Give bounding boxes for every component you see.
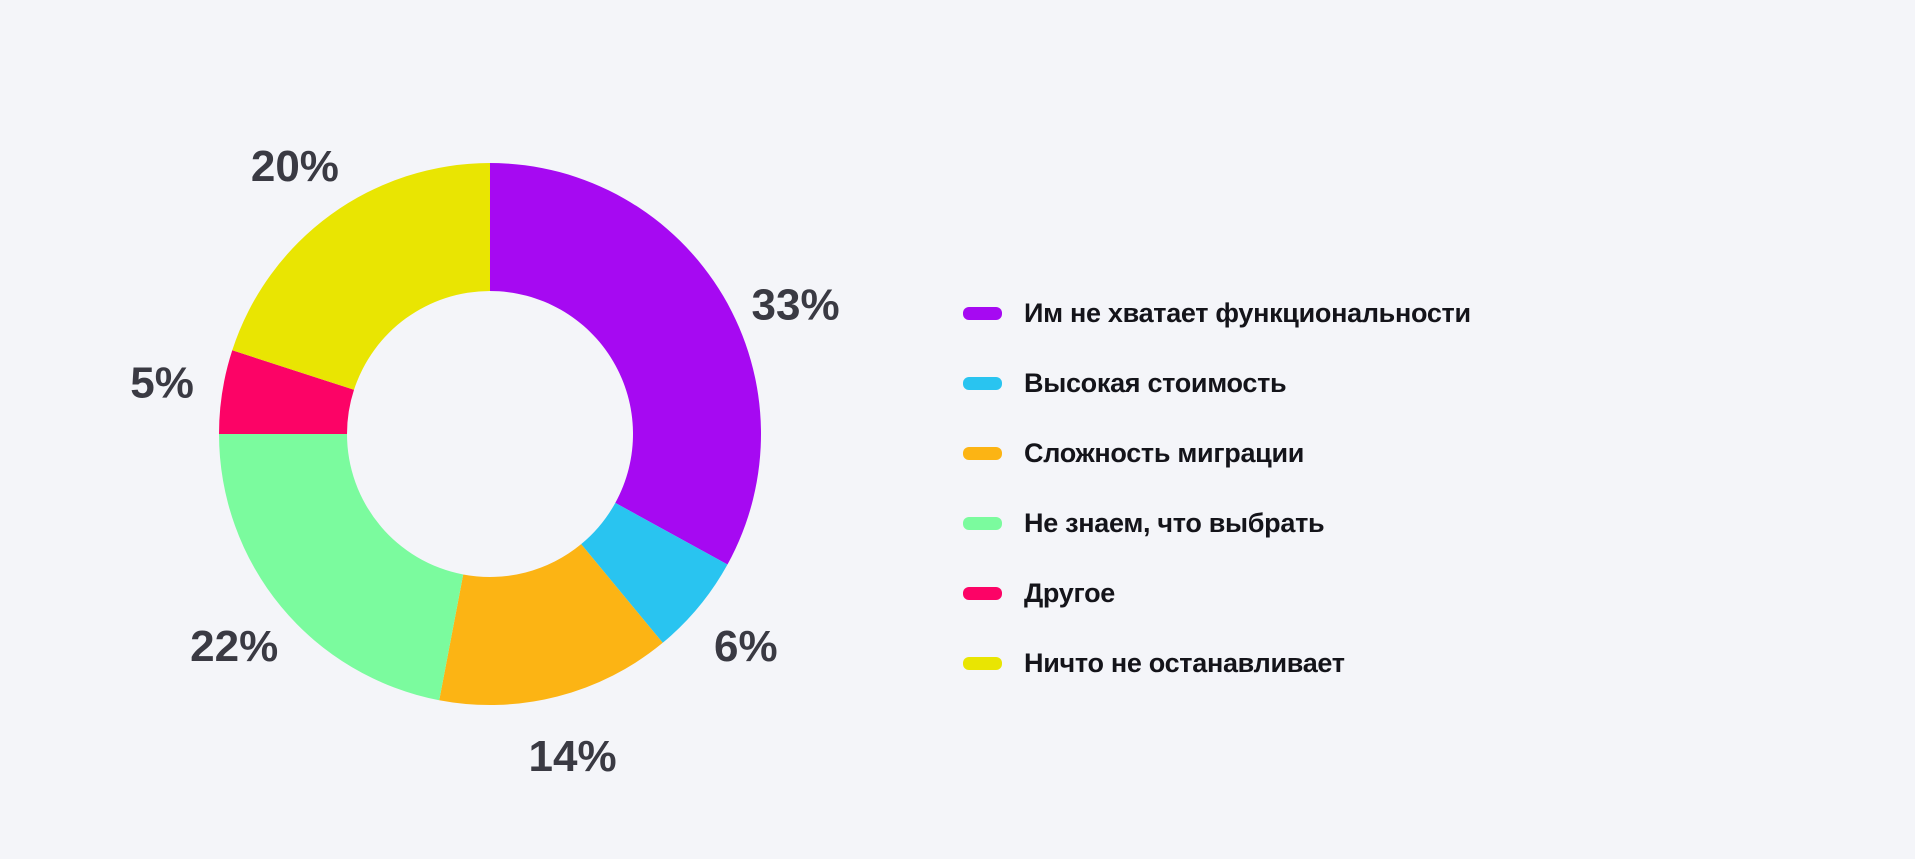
donut-slice-0 xyxy=(490,163,762,565)
donut-slice-5 xyxy=(232,163,490,390)
donut-slice-2 xyxy=(439,544,663,705)
legend-label-0: Им не хватает функциональности xyxy=(1024,297,1471,328)
legend-swatch-2 xyxy=(963,446,1002,460)
legend-item-0: Им не хватает функциональности xyxy=(963,278,1471,348)
slice-value-label-1: 6% xyxy=(714,622,778,671)
legend-swatch-0 xyxy=(963,306,1002,320)
legend-swatch-1 xyxy=(963,376,1002,390)
legend-swatch-3 xyxy=(963,516,1002,530)
legend-label-1: Высокая стоимость xyxy=(1024,367,1287,398)
legend-label-2: Сложность миграции xyxy=(1024,437,1305,468)
legend-item-3: Не знаем, что выбрать xyxy=(963,488,1471,558)
donut-slice-3 xyxy=(219,434,464,701)
legend-label-4: Другое xyxy=(1024,577,1115,608)
slice-value-label-3: 22% xyxy=(190,622,278,671)
legend-swatch-4 xyxy=(963,586,1002,600)
legend-item-1: Высокая стоимость xyxy=(963,348,1471,418)
legend-item-5: Ничто не останавливает xyxy=(963,628,1471,698)
slice-value-label-2: 14% xyxy=(529,732,617,781)
slice-value-label-4: 5% xyxy=(130,359,194,408)
chart-legend: Им не хватает функциональности Высокая ст… xyxy=(963,278,1471,698)
legend-label-3: Не знаем, что выбрать xyxy=(1024,507,1325,538)
legend-label-5: Ничто не останавливает xyxy=(1024,647,1345,678)
slice-value-label-0: 33% xyxy=(752,281,840,330)
slice-value-label-5: 20% xyxy=(251,142,339,191)
legend-item-2: Сложность миграции xyxy=(963,418,1471,488)
legend-item-4: Другое xyxy=(963,558,1471,628)
legend-swatch-5 xyxy=(963,656,1002,670)
donut-slice-4 xyxy=(219,350,354,434)
donut-slice-1 xyxy=(581,502,728,643)
